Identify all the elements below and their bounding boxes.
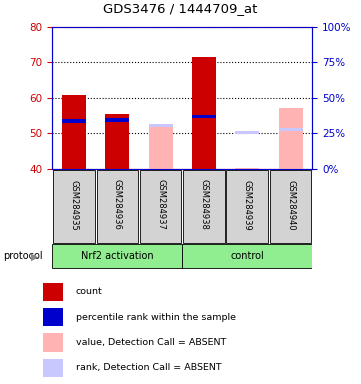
Text: rank, Detection Call = ABSENT: rank, Detection Call = ABSENT — [76, 363, 221, 372]
Text: value, Detection Call = ABSENT: value, Detection Call = ABSENT — [76, 338, 226, 347]
Text: GSM284938: GSM284938 — [200, 179, 208, 230]
Text: GSM284937: GSM284937 — [156, 179, 165, 230]
Bar — [279, 108, 303, 169]
Bar — [105, 118, 129, 122]
Bar — [235, 131, 259, 134]
Bar — [105, 114, 129, 169]
Bar — [182, 244, 312, 268]
Bar — [149, 125, 173, 169]
Bar — [235, 167, 259, 169]
Text: GSM284935: GSM284935 — [70, 180, 78, 230]
Bar — [192, 115, 216, 118]
Text: GSM284940: GSM284940 — [286, 180, 295, 230]
Text: GSM284939: GSM284939 — [243, 180, 252, 230]
Bar — [43, 283, 63, 301]
Text: GDS3476 / 1444709_at: GDS3476 / 1444709_at — [103, 2, 258, 15]
Bar — [279, 127, 303, 131]
Bar — [192, 57, 216, 169]
Bar — [43, 333, 63, 352]
Text: control: control — [230, 251, 264, 262]
Bar — [226, 170, 268, 243]
Bar — [62, 119, 86, 122]
Text: Nrf2 activation: Nrf2 activation — [81, 251, 154, 262]
Text: GSM284936: GSM284936 — [113, 179, 122, 230]
Bar — [52, 244, 182, 268]
Bar — [43, 308, 63, 326]
Text: percentile rank within the sample: percentile rank within the sample — [76, 313, 236, 322]
Bar — [270, 170, 312, 243]
Text: count: count — [76, 287, 103, 296]
Bar — [140, 170, 182, 243]
Bar — [43, 359, 63, 377]
Bar — [183, 170, 225, 243]
Bar — [53, 170, 95, 243]
Bar — [149, 124, 173, 127]
Text: protocol: protocol — [4, 251, 43, 262]
Text: ▶: ▶ — [31, 251, 38, 262]
Bar — [62, 95, 86, 169]
Bar — [96, 170, 138, 243]
